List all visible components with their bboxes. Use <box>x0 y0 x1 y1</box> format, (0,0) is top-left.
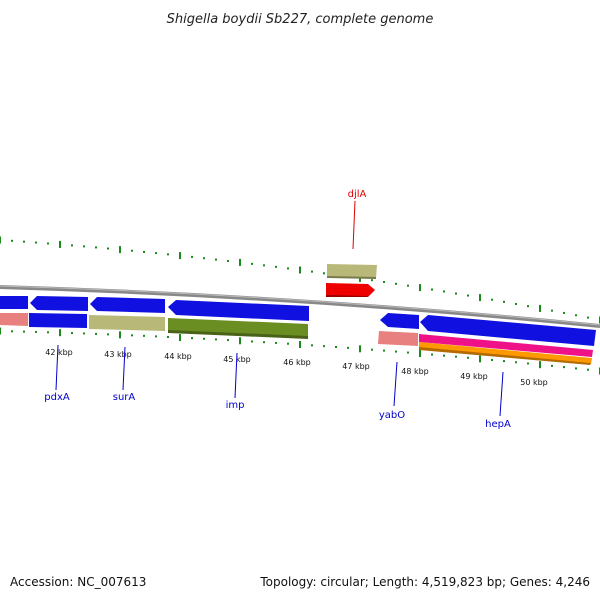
feature-djlA-gene-shadow <box>326 295 368 297</box>
gene-labels: djlA pdxA surA imp yabO hepA <box>44 189 511 430</box>
feature-blue-arrow-hepA <box>420 315 596 346</box>
feature-blue-pdxA <box>29 313 87 328</box>
gene-label-imp: imp <box>226 400 245 411</box>
gene-label-hepA: hepA <box>485 419 511 430</box>
leader-pdxA <box>55 344 59 391</box>
feature-salmon-yabO <box>378 331 418 346</box>
forward-strand-features <box>326 264 377 297</box>
feature-olive-imp-shadow <box>168 330 308 339</box>
feature-blue-arrow-imp <box>168 300 309 321</box>
scale-label: 44 kbp <box>164 352 192 361</box>
accession-text: Accession: NC_007613 <box>10 575 146 589</box>
feature-salmon-1 <box>0 313 28 326</box>
gene-label-yabO: yabO <box>379 410 405 421</box>
scale-label: 50 kbp <box>520 378 548 387</box>
feature-blue-arrow-1 <box>0 296 28 309</box>
genome-backbone-highlight <box>0 285 600 326</box>
gene-leader-lines <box>55 200 504 417</box>
feature-orange-hepA-shadow <box>419 347 591 365</box>
feature-blue-arrow-3 <box>90 297 165 313</box>
gene-label-pdxA: pdxA <box>44 392 70 403</box>
scale-label: 48 kbp <box>401 367 429 376</box>
outer-tick-ring <box>0 236 600 324</box>
leader-hepA <box>499 371 504 417</box>
feature-khaki-surA <box>89 315 165 331</box>
genome-summary-text: Topology: circular; Length: 4,519,823 bp… <box>259 575 590 589</box>
reverse-strand-features-left <box>0 296 309 339</box>
reverse-strand-features-right <box>378 313 596 365</box>
scale-label: 43 kbp <box>104 350 132 359</box>
genome-title: Shigella boydii Sb227, complete genome <box>167 12 434 27</box>
feature-orange-hepA <box>419 342 592 364</box>
inner-tick-ring <box>0 327 600 375</box>
leader-yabO <box>393 361 398 407</box>
feature-blue-arrow-yabO <box>380 313 419 329</box>
scale-label: 46 kbp <box>283 358 311 367</box>
feature-khaki-djlA-region <box>327 264 377 278</box>
feature-khaki-shadow <box>327 276 376 279</box>
gene-label-djlA: djlA <box>348 189 367 200</box>
scale-label: 42 kbp <box>45 348 73 357</box>
genome-backbone <box>0 285 600 328</box>
scale-label: 47 kbp <box>342 362 370 371</box>
feature-djlA-gene <box>326 283 375 297</box>
leader-imp <box>234 352 238 399</box>
feature-magenta-hepA <box>419 334 593 357</box>
leader-djlA <box>352 200 356 250</box>
feature-blue-arrow-2 <box>30 296 88 311</box>
leader-surA <box>122 346 126 391</box>
gene-label-surA: surA <box>113 392 136 403</box>
scale-label: 49 kbp <box>460 372 488 381</box>
